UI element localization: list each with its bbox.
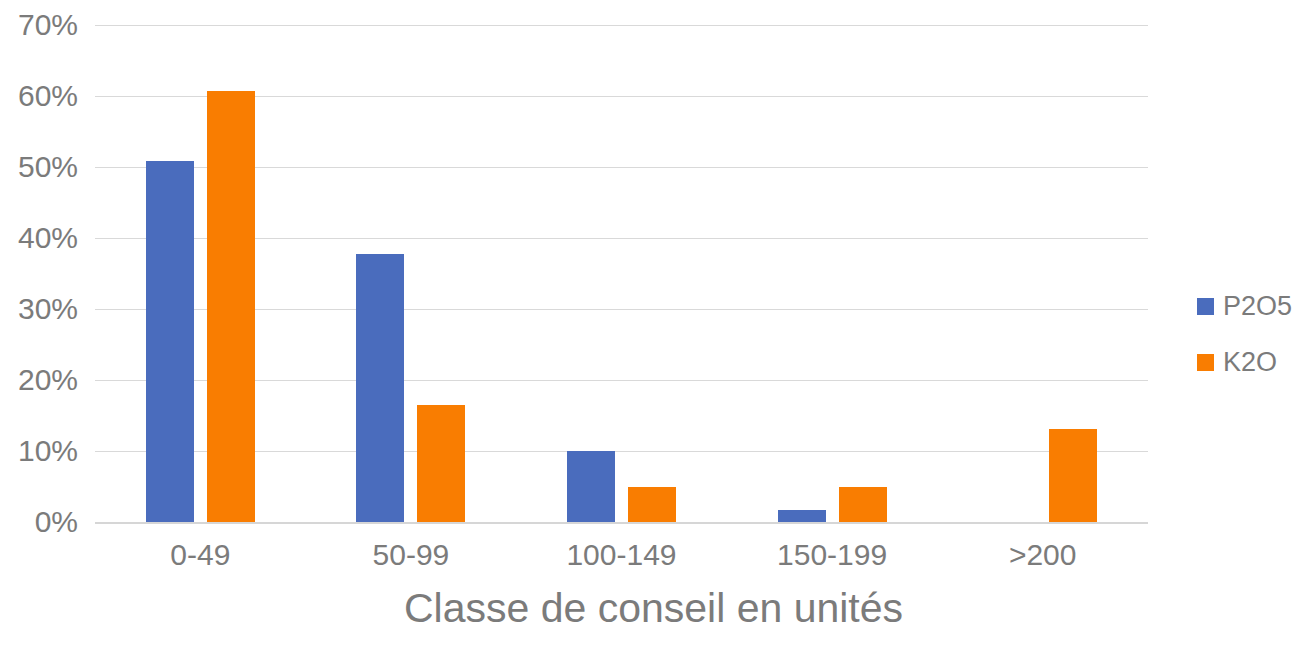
y-tick-label: 40% <box>0 220 78 256</box>
gridline <box>95 25 1148 26</box>
bar-k2o-100-149 <box>628 487 676 523</box>
y-tick-label: 60% <box>0 78 78 114</box>
x-tick-label: 50-99 <box>306 537 517 573</box>
legend-marker-k2o <box>1197 354 1214 371</box>
legend-item-p2o5: P2O5 <box>1197 292 1292 320</box>
bar-p2o5-150-199 <box>778 510 826 522</box>
y-tick-label: 20% <box>0 362 78 398</box>
bar-p2o5-100-149 <box>567 451 615 522</box>
legend-marker-p2o5 <box>1197 298 1214 315</box>
x-tick-label: 150-199 <box>727 537 938 573</box>
bar-chart: 0% 10% 20% 30% 40% 50% 60% 70% 0-4950-99100-149… <box>0 0 1307 652</box>
legend: P2O5 K2O <box>1197 292 1292 404</box>
y-tick-label: 10% <box>0 433 78 469</box>
bar-p2o5-0-49 <box>146 161 194 522</box>
x-tick-label: 0-49 <box>95 537 306 573</box>
bar-p2o5-50-99 <box>356 254 404 522</box>
legend-label: K2O <box>1223 347 1277 378</box>
x-axis-title: Classe de conseil en unités <box>0 583 1307 633</box>
bar-k2o-50-99 <box>417 405 465 522</box>
bar-k2o->200 <box>1049 429 1097 522</box>
x-tick-label: >200 <box>937 537 1148 573</box>
x-tick-label: 100-149 <box>516 537 727 573</box>
y-tick-label: 70% <box>0 7 78 43</box>
plot-area <box>95 25 1148 524</box>
y-tick-label: 0% <box>0 504 78 540</box>
legend-label: P2O5 <box>1223 291 1292 322</box>
bar-k2o-0-49 <box>207 91 255 522</box>
bar-k2o-150-199 <box>839 487 887 523</box>
legend-item-k2o: K2O <box>1197 348 1292 376</box>
y-tick-label: 50% <box>0 149 78 185</box>
y-tick-label: 30% <box>0 291 78 327</box>
